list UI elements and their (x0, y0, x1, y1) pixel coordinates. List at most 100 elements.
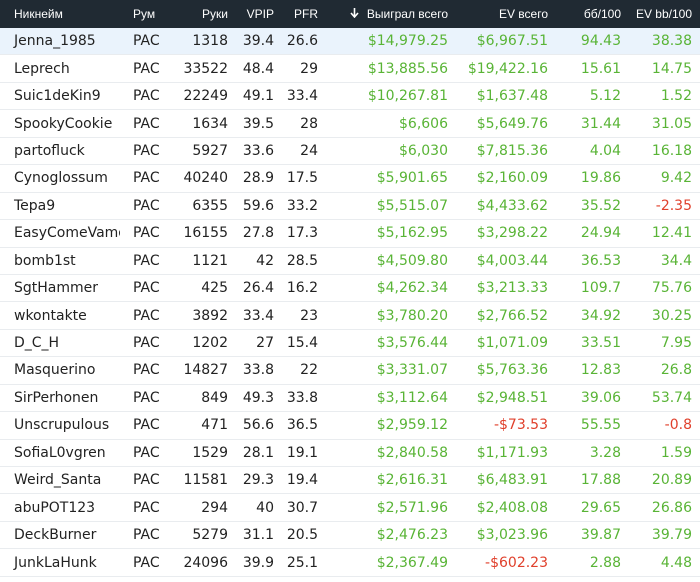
table-row[interactable]: Weird_Santa PAC 11581 29.3 19.4 $2,616.31 $6,4… (0, 467, 700, 495)
ev-bb100-cell: 16.18 (651, 142, 692, 159)
nickname-cell: Suic1deKin9 (14, 88, 101, 105)
nickname-cell: SirPerhonen (14, 389, 99, 406)
ev-total-cell: -$602.23 (485, 554, 548, 571)
table-header: Никнейм Рум Руки VPIP PFR Выиграл всего … (0, 0, 700, 28)
nickname-cell: partofluck (14, 142, 85, 159)
won-total-cell: $14,979.25 (367, 33, 448, 50)
bb100-cell: 4.04 (589, 142, 621, 159)
pfr-cell: 25.1 (286, 554, 318, 571)
table-row[interactable]: partofluck PAC 5927 33.6 24 $6,030 $7,815.36 4.… (0, 138, 700, 166)
ev-total-cell: $1,637.48 (476, 88, 548, 105)
won-total-cell: $4,262.34 (376, 280, 448, 297)
bb100-cell: 19.86 (580, 170, 621, 187)
ev-total-cell: $2,948.51 (476, 389, 548, 406)
ev-bb100-cell: -0.8 (664, 417, 692, 434)
hands-cell: 16155 (183, 225, 228, 242)
bb100-cell: 3.28 (589, 444, 621, 461)
vpip-cell: 42 (256, 252, 274, 269)
room-cell: PAC (133, 115, 160, 132)
vpip-cell: 31.1 (242, 527, 274, 544)
hands-cell: 1634 (192, 115, 228, 132)
hands-cell: 294 (201, 499, 228, 516)
nickname-cell: DeckBurner (14, 527, 97, 544)
pfr-cell: 16.2 (286, 280, 318, 297)
vpip-cell: 39.4 (242, 33, 274, 50)
column-header-pfr[interactable]: PFR (294, 7, 318, 21)
won-total-cell: $6,030 (399, 142, 448, 159)
won-total-cell: $10,267.81 (367, 88, 448, 105)
hands-cell: 471 (201, 417, 228, 434)
pfr-cell: 24 (300, 142, 318, 159)
table-row[interactable]: Masquerino PAC 14827 33.8 22 $3,331.07 $5,763.… (0, 357, 700, 385)
ev-total-cell: $2,766.52 (476, 307, 548, 324)
hands-cell: 1529 (192, 444, 228, 461)
table-row[interactable]: SpookyCookie PAC 1634 39.5 28 $6,606 $5,649.76… (0, 110, 700, 138)
column-header-hands[interactable]: Руки (202, 7, 228, 21)
column-header-room[interactable]: Рум (133, 7, 156, 21)
ev-total-cell: $5,763.36 (476, 362, 548, 379)
room-cell: PAC (133, 444, 160, 461)
table-row[interactable]: Cynoglossum PAC 40240 28.9 17.5 $5,901.65 $2,1… (0, 165, 700, 193)
pfr-cell: 33.4 (286, 88, 318, 105)
vpip-cell: 39.9 (242, 554, 274, 571)
table-row[interactable]: DeckBurner PAC 5279 31.1 20.5 $2,476.23 $3,023… (0, 522, 700, 550)
won-total-cell: $2,959.12 (376, 417, 448, 434)
column-header-nickname[interactable]: Никнейм (14, 7, 63, 21)
vpip-cell: 59.6 (242, 197, 274, 214)
column-header-ev-bb100[interactable]: EV bb/100 (635, 7, 692, 21)
table-row[interactable]: wkontakte PAC 3892 33.4 23 $3,780.20 $2,766.52… (0, 302, 700, 330)
vpip-cell: 29.3 (242, 472, 274, 489)
table-row[interactable]: Leprech PAC 33522 48.4 29 $13,885.56 $19,422.1… (0, 55, 700, 83)
table-row[interactable]: abuPOT123 PAC 294 40 30.7 $2,571.96 $2,408.08 2… (0, 494, 700, 522)
table-row[interactable]: SgtHammer PAC 425 26.4 16.2 $4,262.34 $3,213.3… (0, 275, 700, 303)
won-total-cell: $2,840.58 (376, 444, 448, 461)
pfr-cell: 20.5 (286, 527, 318, 544)
ev-bb100-cell: 14.75 (651, 60, 692, 77)
table-row[interactable]: JunkLaHunk PAC 24096 39.9 25.1 $2,367.49 -$602… (0, 549, 700, 577)
won-total-cell: $5,901.65 (376, 170, 448, 187)
ev-total-cell: -$73.53 (493, 417, 548, 434)
nickname-cell: SpookyCookie (14, 115, 113, 132)
bb100-cell: 29.65 (580, 499, 621, 516)
nickname-cell: Tepa9 (14, 197, 56, 214)
pfr-cell: 30.7 (286, 499, 318, 516)
column-header-won-total[interactable]: Выиграл всего (322, 7, 452, 21)
hands-cell: 40240 (183, 170, 228, 187)
table-row[interactable]: Suic1deKin9 PAC 22249 49.1 33.4 $10,267.81 $1,… (0, 83, 700, 111)
vpip-cell: 28.1 (242, 444, 274, 461)
pfr-cell: 33.2 (286, 197, 318, 214)
vpip-cell: 33.4 (242, 307, 274, 324)
table-row[interactable]: Tepa9 PAC 6355 59.6 33.2 $5,515.07 $4,433.62 35… (0, 193, 700, 221)
table-row[interactable]: SirPerhonen PAC 849 49.3 33.8 $3,112.64 $2,948… (0, 385, 700, 413)
room-cell: PAC (133, 60, 160, 77)
won-total-cell: $2,571.96 (376, 499, 448, 516)
column-header-ev-total[interactable]: EV всего (498, 7, 548, 21)
bb100-cell: 34.92 (580, 307, 621, 324)
ev-total-cell: $6,967.51 (476, 33, 548, 50)
pfr-cell: 22 (300, 362, 318, 379)
hands-cell: 24096 (183, 554, 228, 571)
table-row[interactable]: Jenna_1985 PAC 1318 39.4 26.6 $14,979.25 $6,96… (0, 28, 700, 56)
table-row[interactable]: Unscrupulous PAC 471 56.6 36.5 $2,959.12 -$73.… (0, 412, 700, 440)
nickname-cell: wkontakte (14, 307, 87, 324)
room-cell: PAC (133, 197, 160, 214)
pfr-cell: 28 (300, 115, 318, 132)
column-header-bb100[interactable]: бб/100 (583, 7, 621, 21)
column-header-vpip[interactable]: VPIP (246, 7, 274, 21)
ev-bb100-cell: 38.38 (651, 33, 692, 50)
nickname-cell: bomb1st (14, 252, 76, 269)
ev-bb100-cell: 20.89 (651, 472, 692, 489)
table-row[interactable]: SofiaL0vgren PAC 1529 28.1 19.1 $2,840.58 $1,1… (0, 440, 700, 467)
ev-bb100-cell: 31.05 (651, 115, 692, 132)
nickname-cell: SgtHammer (14, 280, 99, 297)
ev-total-cell: $5,649.76 (476, 115, 548, 132)
ev-total-cell: $2,408.08 (476, 499, 548, 516)
vpip-cell: 33.6 (242, 142, 274, 159)
room-cell: PAC (133, 170, 160, 187)
table-row[interactable]: EasyComeVamo PAC 16155 27.8 17.3 $5,162.95 $3,… (0, 220, 700, 248)
table-row[interactable]: D_C_H PAC 1202 27 15.4 $3,576.44 $1,071.09 33.5… (0, 330, 700, 358)
table-row[interactable]: bomb1st PAC 1121 42 28.5 $4,509.80 $4,003.44 36… (0, 248, 700, 275)
table-body: Jenna_1985 PAC 1318 39.4 26.6 $14,979.25 $6,96… (0, 28, 700, 577)
ev-total-cell: $2,160.09 (476, 170, 548, 187)
